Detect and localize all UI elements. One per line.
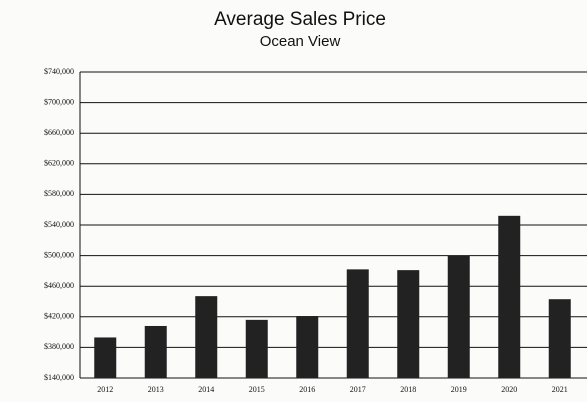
bar (397, 270, 420, 378)
bar (346, 269, 369, 378)
y-tick-label: $380,000 (44, 342, 74, 351)
x-tick-label: 2021 (552, 385, 568, 394)
y-tick-label: $420,000 (44, 312, 74, 321)
bar (94, 337, 117, 378)
y-tick-label: $460,000 (44, 281, 74, 290)
y-tick-label: $620,000 (44, 159, 74, 168)
y-tick-label: $700,000 (44, 97, 74, 106)
x-tick-label: 2018 (400, 385, 416, 394)
y-tick-label: $740,000 (44, 67, 74, 76)
chart-title: Average Sales Price (214, 9, 386, 30)
bar (447, 255, 470, 378)
bar (195, 296, 218, 378)
y-tick-label: $580,000 (44, 189, 74, 198)
bar (144, 325, 167, 378)
x-tick-label: 2017 (350, 385, 366, 394)
bar (296, 316, 319, 378)
chart-subtitle: Ocean View (260, 33, 341, 50)
x-tick-label: 2020 (501, 385, 517, 394)
x-tick-label: 2015 (249, 385, 265, 394)
bar (245, 319, 268, 378)
x-tick-label: 2013 (148, 385, 164, 394)
y-tick-label: $660,000 (44, 128, 74, 137)
x-tick-label: 2014 (198, 385, 214, 394)
x-tick-label: 2016 (299, 385, 315, 394)
bar (498, 215, 521, 378)
y-tick-label: $540,000 (44, 220, 74, 229)
bar (548, 299, 571, 378)
y-tick-label: $140,000 (44, 373, 74, 382)
y-tick-label: $500,000 (44, 250, 74, 259)
x-tick-label: 2012 (97, 385, 113, 394)
x-tick-label: 2019 (451, 385, 467, 394)
